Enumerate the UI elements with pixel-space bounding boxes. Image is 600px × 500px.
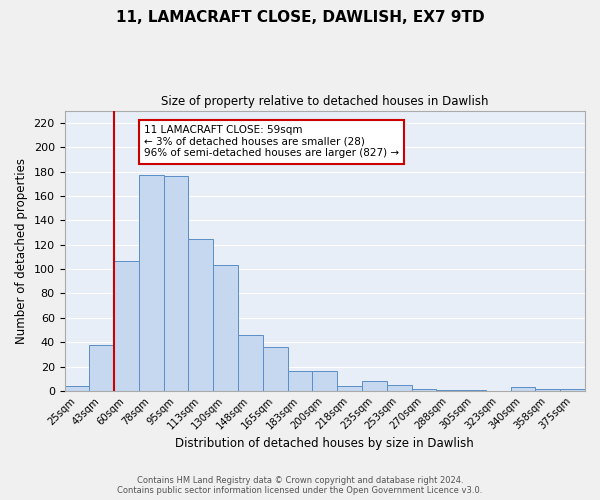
Bar xyxy=(412,388,436,391)
Bar xyxy=(65,386,89,391)
Bar xyxy=(511,388,535,391)
Bar xyxy=(89,344,114,391)
Bar xyxy=(362,381,387,391)
Bar xyxy=(313,372,337,391)
Y-axis label: Number of detached properties: Number of detached properties xyxy=(15,158,28,344)
Bar xyxy=(337,386,362,391)
Bar xyxy=(535,388,560,391)
Bar xyxy=(263,347,287,391)
Bar xyxy=(164,176,188,391)
Bar xyxy=(188,238,213,391)
Text: 11 LAMACRAFT CLOSE: 59sqm
← 3% of detached houses are smaller (28)
96% of semi-d: 11 LAMACRAFT CLOSE: 59sqm ← 3% of detach… xyxy=(144,125,399,158)
Bar xyxy=(238,335,263,391)
Bar xyxy=(139,175,164,391)
Bar xyxy=(213,266,238,391)
Bar xyxy=(387,385,412,391)
Bar xyxy=(560,388,585,391)
Bar xyxy=(436,390,461,391)
Text: Contains HM Land Registry data © Crown copyright and database right 2024.
Contai: Contains HM Land Registry data © Crown c… xyxy=(118,476,482,495)
Bar xyxy=(287,372,313,391)
X-axis label: Distribution of detached houses by size in Dawlish: Distribution of detached houses by size … xyxy=(175,437,474,450)
Bar xyxy=(114,260,139,391)
Bar xyxy=(461,390,486,391)
Text: 11, LAMACRAFT CLOSE, DAWLISH, EX7 9TD: 11, LAMACRAFT CLOSE, DAWLISH, EX7 9TD xyxy=(116,10,484,25)
Title: Size of property relative to detached houses in Dawlish: Size of property relative to detached ho… xyxy=(161,95,488,108)
